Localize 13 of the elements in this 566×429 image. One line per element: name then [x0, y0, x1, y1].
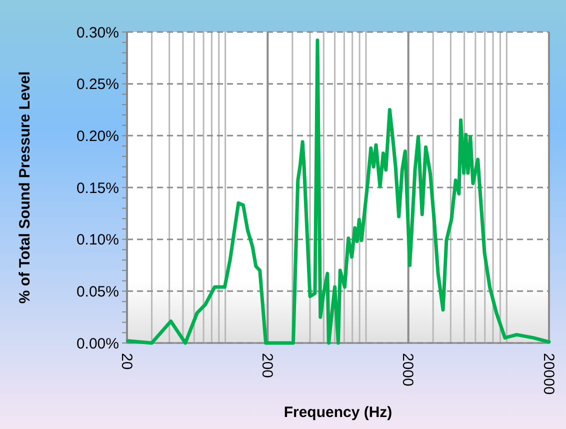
- y-tick-label: 0.00%: [76, 335, 119, 352]
- y-tick-label: 0.10%: [76, 232, 119, 249]
- y-tick-label: 0.15%: [76, 180, 119, 197]
- y-tick-label: 0.20%: [76, 128, 119, 145]
- y-axis-title: % of Total Sound Pressure Level: [16, 71, 34, 304]
- x-tick-label: 200: [258, 353, 276, 378]
- x-tick-label: 20: [118, 353, 135, 370]
- y-tick-label: 0.25%: [76, 76, 119, 94]
- y-tick-label: 0.05%: [76, 283, 119, 300]
- x-tick-label: 20000: [540, 353, 557, 395]
- y-tick-label: 0.30%: [76, 24, 119, 42]
- x-axis-title: Frequency (Hz): [284, 404, 392, 421]
- x-tick-label: 2000: [399, 353, 416, 386]
